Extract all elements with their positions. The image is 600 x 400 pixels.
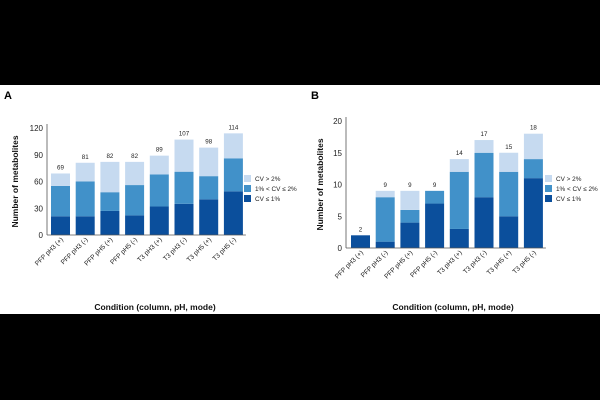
chart1-bar-1-series-1 bbox=[75, 181, 95, 217]
chart1-bar-2-series-1 bbox=[100, 192, 120, 211]
chart1-bar-6-series-0 bbox=[199, 199, 219, 235]
chart1-data-label-4: 89 bbox=[156, 147, 163, 154]
chart1-bar-0-series-2 bbox=[51, 173, 70, 186]
chart1-legend-swatch-0 bbox=[244, 195, 251, 202]
chart2-bar-2-series-0 bbox=[400, 222, 420, 248]
chart2-x-tick-label-5: T3 pH3 (-) bbox=[462, 249, 488, 275]
chart1-bar-4-series-2 bbox=[149, 155, 169, 175]
chart2-data-label-4: 14 bbox=[456, 150, 463, 157]
chart1-bar-6-series-2 bbox=[199, 147, 219, 177]
chart2-bar-4-series-0 bbox=[449, 228, 469, 248]
chart1-bar-7-series-1 bbox=[223, 158, 243, 192]
chart2-bar-3-series-0 bbox=[425, 203, 445, 248]
chart1-data-label-1: 81 bbox=[82, 154, 89, 161]
chart1-bar-7-series-0 bbox=[223, 191, 243, 235]
chart1-bar-0-series-0 bbox=[51, 216, 70, 235]
chart1-bar-3-series-1 bbox=[125, 185, 145, 216]
chart1-x-tick-label-5: T3 pH3 (-) bbox=[162, 236, 188, 262]
chart1-bar-1-series-0 bbox=[75, 216, 95, 235]
chart2-bar-1-series-0 bbox=[375, 241, 395, 248]
chart1-bar-1-series-2 bbox=[75, 162, 95, 182]
chart1-legend-swatch-2 bbox=[244, 175, 251, 182]
chart1-x-tick-label-7: T3 pH5 (-) bbox=[212, 236, 238, 262]
chart2-legend-swatch-0 bbox=[545, 195, 552, 202]
chart1-legend-swatch-1 bbox=[244, 185, 251, 192]
chart1-bar-5-series-0 bbox=[174, 203, 194, 235]
chart2-legend-label-0: CV ≤ 1% bbox=[556, 196, 581, 203]
chart1-bar-4-series-0 bbox=[149, 206, 169, 235]
chart2-x-tick-label-7: T3 pH5 (-) bbox=[512, 249, 538, 275]
chart2-y-tick-label-1: 5 bbox=[338, 212, 343, 221]
chart2-x-tick-label-4: T3 pH3 (+) bbox=[436, 249, 463, 276]
chart1-data-label-0: 69 bbox=[57, 164, 64, 171]
chart1-x-tick-label-4: T3 pH3 (+) bbox=[136, 236, 163, 263]
chart2-data-label-0: 2 bbox=[359, 226, 363, 233]
chart2-bar-6-series-1 bbox=[499, 171, 519, 217]
chart1-bar-2-series-0 bbox=[100, 210, 120, 235]
chart1-y-tick-label-4: 120 bbox=[30, 124, 44, 133]
chart2-bar-5-series-1 bbox=[474, 152, 494, 198]
chart1-data-label-7: 114 bbox=[228, 124, 238, 131]
chart1-bar-5-series-2 bbox=[174, 139, 194, 172]
chart2-bar-5-series-0 bbox=[474, 197, 494, 248]
chart1-legend-label-1: 1% < CV ≤ 2% bbox=[255, 186, 297, 193]
chart2-legend-swatch-2 bbox=[545, 175, 552, 182]
chart1-y-axis-label: Number of metabolites bbox=[10, 135, 20, 227]
chart2-bar-7-series-1 bbox=[523, 159, 543, 179]
chart2-bar-3-series-1 bbox=[425, 190, 445, 204]
chart2-data-label-2: 9 bbox=[408, 182, 412, 189]
chart1-legend-label-2: CV > 2% bbox=[255, 176, 281, 183]
chart2-y-tick-label-3: 15 bbox=[333, 149, 342, 158]
chart2-panel-label: B bbox=[311, 90, 319, 102]
chart2-data-label-5: 17 bbox=[481, 131, 488, 138]
chart2-data-label-6: 15 bbox=[505, 144, 512, 151]
chart1-bar-3-series-2 bbox=[125, 161, 145, 186]
chart2-bar-7-series-2 bbox=[523, 133, 543, 160]
chart2-data-label-7: 18 bbox=[530, 125, 537, 132]
chart2-bar-4-series-1 bbox=[449, 171, 469, 229]
chart2-legend-label-2: CV > 2% bbox=[556, 176, 582, 183]
figure-panel: A 0 30 60 90 120 Number of metabolites 69 PFP pH… bbox=[0, 85, 600, 314]
chart1-y-tick-label-0: 0 bbox=[39, 231, 44, 240]
chart2-bar-0-series-0 bbox=[351, 235, 370, 248]
chart1-bar-3-series-0 bbox=[125, 215, 145, 235]
chart2-data-label-3: 9 bbox=[433, 182, 437, 189]
chart1-y-tick-label-1: 30 bbox=[34, 204, 43, 213]
chart1-bar-4-series-1 bbox=[149, 174, 169, 207]
chart2-bar-7-series-0 bbox=[523, 178, 543, 248]
chart1-data-label-3: 82 bbox=[131, 153, 138, 160]
chart1-bar-5-series-1 bbox=[174, 171, 194, 204]
chart1-legend-label-0: CV ≤ 1% bbox=[255, 196, 280, 203]
chart2-data-label-1: 9 bbox=[383, 182, 387, 189]
chart2-bar-6-series-0 bbox=[499, 216, 519, 248]
chart2-y-axis-label: Number of metabolites bbox=[315, 138, 325, 230]
chart2-bar-1-series-2 bbox=[375, 190, 395, 198]
chart2-y-tick-label-4: 20 bbox=[333, 117, 342, 126]
chart1-x-tick-label-6: T3 pH5 (+) bbox=[186, 236, 213, 263]
chart1-y-tick-label-2: 60 bbox=[34, 178, 43, 187]
chart1-panel-label: A bbox=[4, 90, 12, 102]
chart2-legend-swatch-1 bbox=[545, 185, 552, 192]
chart2-legend-label-1: 1% < CV ≤ 2% bbox=[556, 186, 598, 193]
chart2-x-tick-label-6: T3 pH5 (+) bbox=[486, 249, 513, 276]
chart2-y-tick-label-0: 0 bbox=[338, 244, 343, 253]
chart1-data-label-2: 82 bbox=[106, 153, 113, 160]
chart1-bar-6-series-1 bbox=[199, 176, 219, 200]
chart1-bar-2-series-2 bbox=[100, 161, 120, 193]
chart1-x-axis-label: Condition (column, pH, mode) bbox=[94, 302, 216, 312]
chart2-bar-1-series-1 bbox=[375, 197, 395, 242]
chart2-bar-5-series-2 bbox=[474, 140, 494, 153]
chart2-bar-4-series-2 bbox=[449, 159, 469, 172]
chart2-bar-6-series-2 bbox=[499, 152, 519, 172]
chart1-y-tick-label-3: 90 bbox=[34, 151, 43, 160]
chart2-y-tick-label-2: 10 bbox=[333, 181, 342, 190]
chart1-bar-0-series-1 bbox=[51, 185, 70, 217]
chart1-bar-7-series-2 bbox=[223, 133, 243, 159]
chart1-data-label-5: 107 bbox=[179, 131, 190, 138]
chart2-bar-2-series-2 bbox=[400, 190, 420, 210]
chart2-bar-2-series-1 bbox=[400, 209, 420, 223]
chart2-x-axis-label: Condition (column, pH, mode) bbox=[392, 302, 514, 312]
chart1-data-label-6: 98 bbox=[205, 139, 212, 146]
